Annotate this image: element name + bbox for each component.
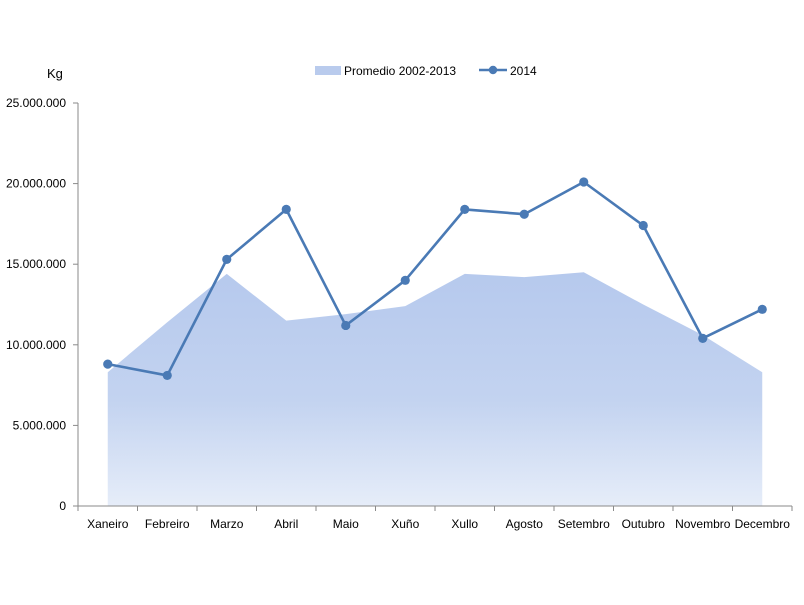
x-tick-label: Outubro	[622, 517, 666, 531]
y-tick-label: 25.000.000	[6, 96, 66, 110]
line-series-markers	[103, 177, 767, 381]
y-tick-label: 20.000.000	[6, 177, 66, 191]
legend: Promedio 2002-2013 2014	[315, 64, 537, 78]
y-axis-ticks: 0 5.000.000 10.000.000 15.000.000 20.000.000…	[6, 96, 78, 513]
data-point-marker	[579, 177, 589, 187]
line-series-2014	[107, 180, 763, 377]
x-tick-label: Xullo	[451, 517, 478, 531]
x-tick-label: Setembro	[558, 517, 610, 531]
area-series-average	[107, 272, 763, 506]
data-point-marker	[698, 333, 708, 343]
data-point-marker	[757, 304, 767, 314]
data-point-marker	[222, 254, 232, 264]
data-point-marker	[281, 204, 291, 214]
data-point-marker	[400, 275, 410, 285]
data-point-marker	[460, 204, 470, 214]
data-point-marker	[341, 320, 351, 331]
legend-swatch-area	[315, 66, 341, 75]
y-tick-label: 15.000.000	[6, 257, 66, 271]
x-tick-label: Abril	[274, 517, 298, 531]
y-tick-label: 5.000.000	[13, 418, 67, 432]
data-point-marker	[103, 359, 113, 369]
x-tick-label: Febreiro	[145, 517, 190, 531]
x-tick-label: Xuño	[391, 517, 419, 531]
legend-swatch-marker	[488, 65, 498, 75]
legend-label-2014: 2014	[510, 64, 537, 78]
axes: 0 5.000.000 10.000.000 15.000.000 20.000.000…	[6, 96, 793, 531]
x-tick-label: Xaneiro	[87, 517, 129, 531]
x-tick-label: Decembro	[735, 517, 791, 531]
y-tick-label: 0	[59, 499, 66, 513]
x-tick-label: Maio	[333, 517, 359, 531]
y-axis-unit-label: Kg	[47, 66, 63, 81]
legend-label-average: Promedio 2002-2013	[344, 64, 456, 78]
data-point-marker	[519, 209, 529, 219]
x-axis-ticks: Xaneiro Febreiro Marzo Abril Maio Xuño Xullo Ag…	[77, 506, 793, 531]
x-tick-label: Novembro	[675, 517, 731, 531]
x-tick-label: Agosto	[506, 517, 544, 531]
data-point-marker	[638, 220, 648, 231]
data-point-marker	[162, 370, 172, 381]
y-tick-label: 10.000.000	[6, 338, 66, 352]
x-tick-label: Marzo	[210, 517, 244, 531]
